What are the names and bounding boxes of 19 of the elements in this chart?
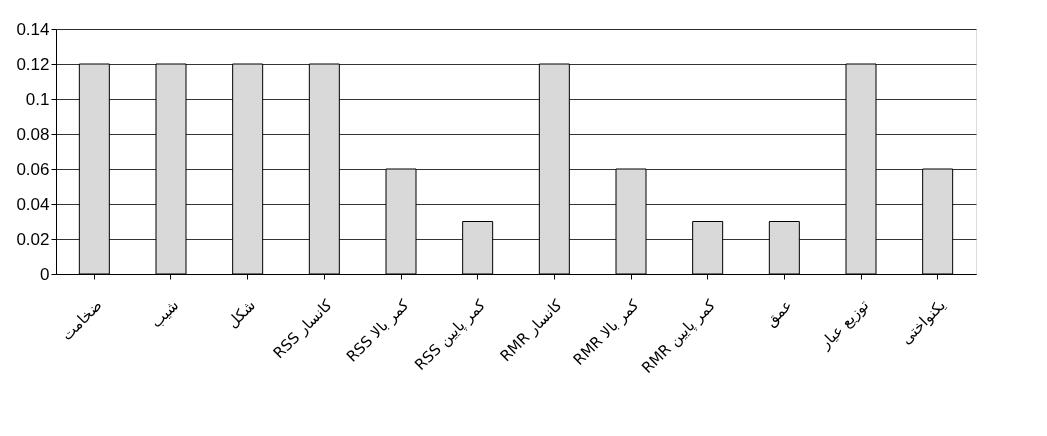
y-tick-label: 0.04 bbox=[16, 194, 50, 214]
x-tick-label: RMR کانسار bbox=[496, 295, 567, 366]
y-tick-label: 0.1 bbox=[25, 89, 50, 109]
x-tick-label: یکنواختی bbox=[897, 296, 949, 348]
y-tick-label: 0.14 bbox=[16, 19, 50, 39]
x-tick-label: عمق bbox=[761, 296, 796, 331]
x-tick-label: RSS کمر بالا bbox=[342, 295, 413, 366]
x-tick-label: شیب bbox=[147, 296, 183, 332]
y-tick-label: 0.02 bbox=[16, 229, 50, 249]
y-tick-label: 0.12 bbox=[16, 54, 50, 74]
x-tick-label: شکل bbox=[223, 296, 259, 332]
y-tick-label: 0.08 bbox=[16, 124, 50, 144]
x-tick-label: ضخامت bbox=[57, 296, 106, 344]
x-tick-label: RSS کانسار bbox=[269, 295, 337, 363]
x-tick-label: توزیع عیار bbox=[815, 296, 873, 353]
x-tick-label: RMR کمر پایین bbox=[638, 295, 721, 378]
y-tick-label: 0.06 bbox=[16, 159, 50, 179]
y-tick-label: 0 bbox=[40, 264, 50, 284]
x-tick-label: RSS کمر پایین bbox=[411, 295, 491, 375]
